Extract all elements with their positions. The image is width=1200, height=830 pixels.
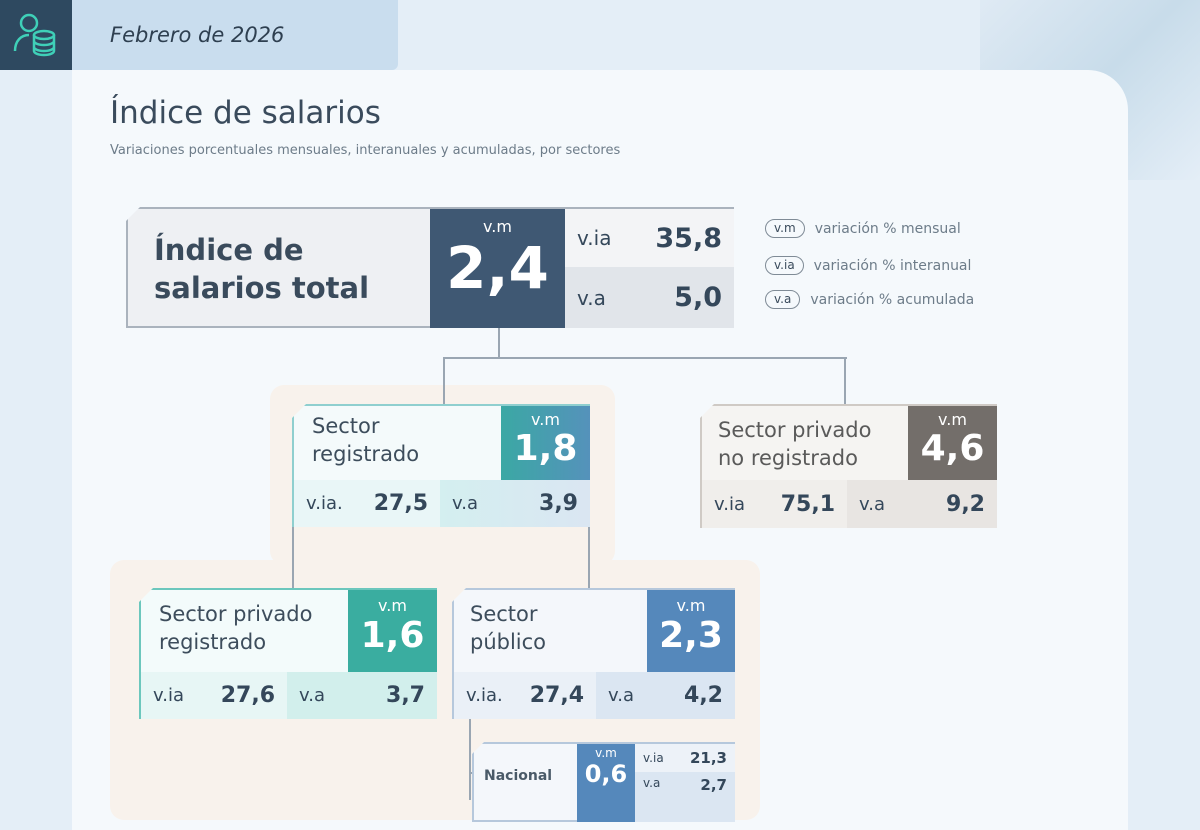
privado-registrado-via-key: v.ia xyxy=(153,685,185,706)
registrado-label2: registrado xyxy=(312,442,420,466)
value-block: v.ia. 27,4 xyxy=(454,672,596,719)
via-key: v.ia xyxy=(577,226,612,250)
legend-item: v.ia variación % interanual xyxy=(765,256,971,275)
value-block: v.m 4,6 xyxy=(908,406,997,480)
registrado-via-key: v.ia. xyxy=(306,493,343,514)
value-block: Sector registrado xyxy=(312,412,419,468)
connector xyxy=(443,357,847,359)
value-block: Sector privado registrado xyxy=(159,600,312,656)
value-block: v.a 5,0 xyxy=(565,267,734,328)
connector xyxy=(844,357,846,405)
no-registrado-via: 75,1 xyxy=(780,491,835,517)
privado-registrado-va-key: v.a xyxy=(299,685,326,706)
total-label: Índice de xyxy=(154,233,304,267)
registrado-label1: Sector xyxy=(312,414,380,438)
legend-1-key: v.ia xyxy=(765,256,804,275)
registrado-via: 27,5 xyxy=(373,491,428,516)
value-block: v.ia. 27,5 xyxy=(294,480,440,527)
registrado-va-key: v.a xyxy=(452,493,479,514)
connector xyxy=(443,357,445,405)
page-title: Índice de salarios xyxy=(110,95,381,131)
publico-label2: público xyxy=(470,630,547,654)
value-block: v.ia 35,8 xyxy=(565,209,734,267)
value-block: Sector público xyxy=(470,600,546,656)
value-block: v.m 2,4 xyxy=(430,209,565,328)
nacional-va-key: v.a xyxy=(643,776,661,790)
privado-registrado-label2: registrado xyxy=(159,630,267,654)
registrado-vm: 1,8 xyxy=(513,428,578,469)
nacional-vm-key: v.m xyxy=(595,746,617,760)
legend-2-key: v.a xyxy=(765,290,801,309)
publico-vm: 2,3 xyxy=(659,615,723,656)
sector-registrado-card: Sector registrado v.m 1,8 v.ia. 27,5 v.a 3,9 xyxy=(292,404,590,527)
legend-0-label: variación % mensual xyxy=(814,220,961,237)
publico-va: 4,2 xyxy=(684,683,723,708)
value-block: v.a 2,7 xyxy=(635,772,735,822)
value-block: Índice de salarios total xyxy=(154,231,369,307)
page-subtitle: Variaciones porcentuales mensuales, inte… xyxy=(110,143,621,158)
value-block: Sector privado no registrado xyxy=(718,416,871,472)
publico-via-key: v.ia. xyxy=(466,685,503,706)
sector-privado-registrado-card: Sector privado registrado v.m 1,6 v.ia 27,6… xyxy=(139,588,437,719)
value-block: v.m 1,8 xyxy=(501,406,590,480)
registrado-vm-key: v.m xyxy=(531,410,560,429)
publico-vm-key: v.m xyxy=(676,596,706,615)
value-block: v.ia 27,6 xyxy=(141,672,287,719)
publico-va-key: v.a xyxy=(608,685,635,706)
nacional-vm: 0,6 xyxy=(584,760,628,788)
vm-key: v.m xyxy=(483,217,512,236)
no-registrado-va-key: v.a xyxy=(859,493,886,515)
no-registrado-vm: 4,6 xyxy=(920,428,985,469)
legend-item: v.m variación % mensual xyxy=(765,219,961,238)
connector xyxy=(498,327,500,359)
no-registrado-via-key: v.ia xyxy=(714,493,746,515)
privado-registrado-vm: 1,6 xyxy=(360,615,425,656)
connector xyxy=(469,718,471,800)
value-block: v.m 1,6 xyxy=(348,590,437,672)
vm-value: 2,4 xyxy=(446,234,549,302)
legend-item: v.a variación % acumulada xyxy=(765,290,974,309)
sector-publico-card: Sector público v.m 2,3 v.ia. 27,4 v.a 4,2 xyxy=(452,588,735,719)
va-value: 5,0 xyxy=(674,282,722,313)
value-block: v.m 0,6 xyxy=(577,744,635,822)
date-banner: Febrero de 2026 xyxy=(72,0,398,70)
value-block: v.ia 75,1 xyxy=(702,480,847,528)
total-index-card: Índice de salarios total v.m 2,4 v.ia 35,8 … xyxy=(126,207,734,328)
nacional-va: 2,7 xyxy=(700,776,727,794)
no-registrado-label2: no registrado xyxy=(718,446,858,470)
via-value: 35,8 xyxy=(655,222,722,254)
nacional-card: Nacional v.m 0,6 v.ia 21,3 v.a 2,7 xyxy=(472,742,735,822)
legend-1-label: variación % interanual xyxy=(813,257,972,274)
no-registrado-va: 9,2 xyxy=(946,491,985,517)
privado-registrado-vm-key: v.m xyxy=(378,596,407,615)
va-key: v.a xyxy=(577,285,606,310)
value-block: v.a 3,9 xyxy=(440,480,590,527)
privado-registrado-va: 3,7 xyxy=(386,683,425,708)
header-icon-block xyxy=(0,0,72,70)
publico-label1: Sector xyxy=(470,602,538,626)
people-coins-icon xyxy=(13,13,56,57)
value-block: v.m 2,3 xyxy=(647,590,735,672)
publico-via: 27,4 xyxy=(529,683,584,708)
value-block: v.a 9,2 xyxy=(847,480,997,528)
no-registrado-label1: Sector privado xyxy=(718,418,872,442)
nacional-label: Nacional xyxy=(484,768,553,784)
no-registrado-vm-key: v.m xyxy=(938,410,967,429)
privado-registrado-via: 27,6 xyxy=(220,683,275,708)
sector-privado-no-registrado-card: Sector privado no registrado v.m 4,6 v.ia 7… xyxy=(700,404,997,528)
value-block: v.ia 21,3 xyxy=(635,744,735,772)
connector xyxy=(292,526,294,589)
legend-0-key: v.m xyxy=(765,219,805,238)
legend-2-label: variación % acumulada xyxy=(810,291,975,308)
value-block: v.a 3,7 xyxy=(287,672,437,719)
connector xyxy=(588,526,590,589)
nacional-via-key: v.ia xyxy=(643,751,664,765)
privado-registrado-label1: Sector privado xyxy=(159,602,313,626)
total-label: salarios total xyxy=(154,271,370,305)
nacional-via: 21,3 xyxy=(689,749,727,767)
registrado-va: 3,9 xyxy=(539,491,578,516)
value-block: v.a 4,2 xyxy=(596,672,735,719)
